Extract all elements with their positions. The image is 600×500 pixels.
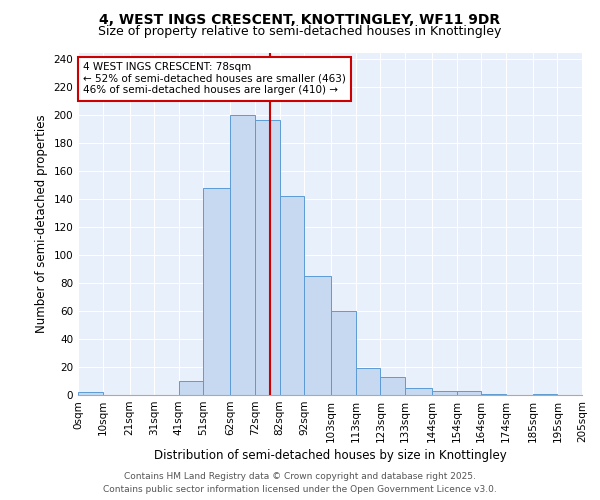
Y-axis label: Number of semi-detached properties: Number of semi-detached properties bbox=[35, 114, 48, 333]
Bar bbox=[457, 391, 481, 395]
X-axis label: Distribution of semi-detached houses by size in Knottingley: Distribution of semi-detached houses by … bbox=[154, 449, 506, 462]
Bar bbox=[304, 276, 331, 395]
Bar bbox=[481, 394, 506, 395]
Bar bbox=[432, 391, 457, 395]
Bar bbox=[203, 188, 230, 395]
Text: 4, WEST INGS CRESCENT, KNOTTINGLEY, WF11 9DR: 4, WEST INGS CRESCENT, KNOTTINGLEY, WF11… bbox=[100, 12, 500, 26]
Bar bbox=[380, 377, 405, 395]
Bar bbox=[280, 196, 304, 395]
Bar bbox=[179, 381, 203, 395]
Text: Size of property relative to semi-detached houses in Knottingley: Size of property relative to semi-detach… bbox=[98, 25, 502, 38]
Bar bbox=[230, 116, 255, 395]
Bar bbox=[356, 368, 380, 395]
Bar bbox=[78, 392, 103, 395]
Bar bbox=[331, 311, 356, 395]
Bar bbox=[255, 120, 280, 395]
Text: Contains HM Land Registry data © Crown copyright and database right 2025.
Contai: Contains HM Land Registry data © Crown c… bbox=[103, 472, 497, 494]
Bar bbox=[405, 388, 432, 395]
Bar bbox=[533, 394, 557, 395]
Text: 4 WEST INGS CRESCENT: 78sqm
← 52% of semi-detached houses are smaller (463)
46% : 4 WEST INGS CRESCENT: 78sqm ← 52% of sem… bbox=[83, 62, 346, 96]
